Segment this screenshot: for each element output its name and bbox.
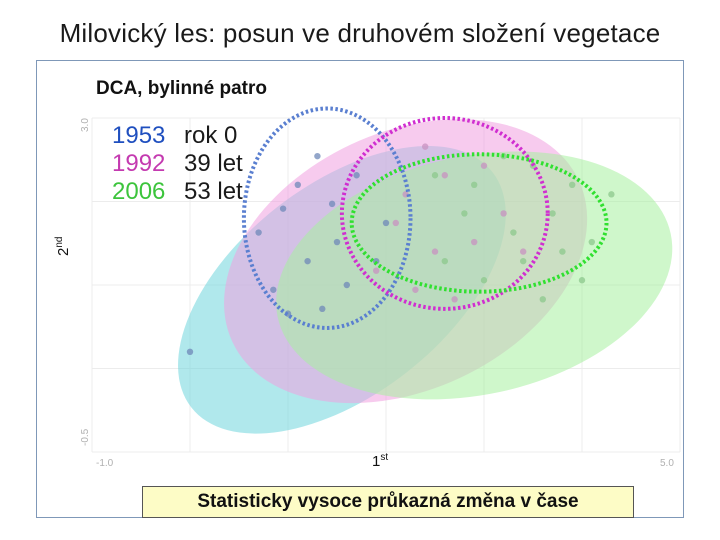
data-point-2006: [441, 257, 448, 265]
data-point-2006: [480, 277, 488, 284]
data-point-1953: [304, 257, 311, 265]
data-point-2006: [461, 210, 468, 217]
x-tick-max: 5.0: [660, 458, 674, 469]
legend-item-1953: 1953 rok 0: [112, 122, 243, 150]
x-axis-label-base: 1: [372, 453, 381, 470]
x-tick-min: -1.0: [96, 458, 114, 469]
data-point-1992: [422, 143, 429, 150]
legend-desc-1992: 39 let: [184, 150, 243, 177]
data-point-1953: [333, 238, 341, 246]
data-point-2006: [520, 257, 527, 265]
data-point-1992: [500, 210, 507, 217]
legend-item-1992: 1992 39 let: [112, 150, 243, 178]
spread-ellipse-2006: [276, 151, 673, 400]
centroid-ellipse-2006: [349, 152, 609, 294]
data-point-1992: [441, 172, 448, 179]
data-point-2006: [471, 181, 478, 188]
legend-item-2006: 2006 53 let: [112, 178, 243, 206]
data-point-1953: [255, 229, 262, 236]
data-point-1953: [270, 286, 277, 293]
data-point-1953: [186, 348, 194, 355]
data-point-1992: [392, 219, 399, 227]
data-point-1992: [471, 238, 478, 246]
data-point-2006: [559, 248, 566, 255]
legend-desc-1953: rok 0: [184, 122, 238, 149]
legend-year-2006: 2006: [112, 178, 166, 205]
data-point-1992: [480, 162, 488, 169]
data-point-2006: [539, 296, 546, 303]
chart-subtitle: DCA, bylinné patro: [96, 78, 268, 99]
legend-year-1953: 1953: [112, 122, 166, 149]
legend: 1953 rok 0 1992 39 let 2006 53 let: [112, 122, 243, 206]
page-title: Milovický les: posun ve druhovém složení…: [59, 18, 661, 48]
y-axis-label-base: 2: [55, 247, 72, 256]
y-tick-min: -0.5: [80, 428, 91, 446]
data-point-1953: [328, 200, 336, 208]
data-point-1953: [382, 219, 390, 227]
legend-year-1992: 1992: [112, 150, 166, 177]
legend-desc-2006: 53 let: [184, 178, 243, 205]
y-axis-label-sup: nd: [54, 236, 65, 248]
data-point-2006: [549, 210, 556, 217]
data-point-2006: [510, 229, 517, 236]
centroid-ellipse-1992: [339, 116, 550, 311]
data-point-2006: [608, 191, 615, 198]
data-point-1953: [279, 205, 287, 212]
data-point-1992: [373, 267, 380, 274]
y-tick-max: 3.0: [80, 118, 91, 132]
data-point-1992: [412, 286, 419, 293]
data-point-1953: [314, 152, 321, 160]
data-point-1992: [431, 248, 439, 255]
data-point-2006: [569, 181, 576, 188]
centroid-ellipse-1953: [241, 106, 413, 330]
data-point-1992: [520, 248, 527, 255]
significance-note: Statisticky vysoce průkazná změna v čase: [142, 486, 634, 518]
y-axis-label: 2nd: [54, 237, 72, 256]
data-point-1953: [319, 305, 326, 313]
x-axis-label-sup: st: [380, 452, 389, 463]
data-point-1953: [353, 172, 360, 179]
data-point-2006: [431, 172, 439, 179]
data-point-2006: [588, 238, 595, 246]
data-point-1953: [343, 281, 350, 289]
x-axis-label: 1st: [372, 452, 388, 470]
data-point-1992: [451, 296, 458, 303]
data-point-1953: [294, 181, 301, 188]
data-point-2006: [578, 277, 586, 284]
